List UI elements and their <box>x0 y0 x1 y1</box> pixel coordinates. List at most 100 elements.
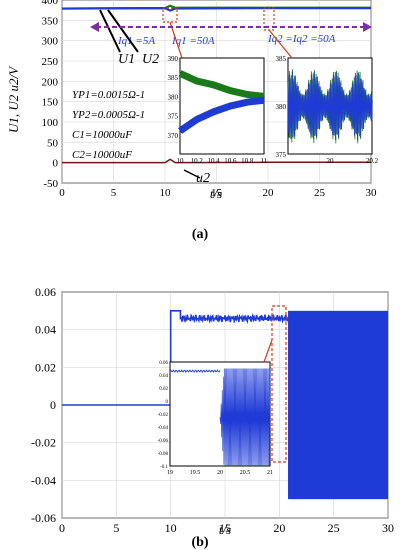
inset-1-x-tick-label: 10.2 <box>191 157 204 165</box>
panel-b-x-tick-label: 0 <box>59 521 65 535</box>
panel-a-x-label: t/s <box>210 186 222 201</box>
param-yp2: YP2=0.0005Ω-1 <box>72 109 145 121</box>
panel-a-y-tick-label: 150 <box>42 97 59 109</box>
inset-1-y-tick-label: 390 <box>168 55 179 63</box>
panel-b-y-tick-label: -0.04 <box>31 473 56 487</box>
inset-2-y-tick-label: 385 <box>276 55 287 63</box>
panel-b-inset-oscillation <box>219 368 271 467</box>
panel-a-caption: (a) <box>192 227 209 242</box>
panel-a-inset-2: 20 20.2 375 380 385 <box>276 55 379 165</box>
inset-1-series <box>178 70 265 134</box>
panel-b-inset-series <box>169 368 271 467</box>
inset-2-x-ticks: 20 20.2 <box>327 157 379 165</box>
panel-b-series <box>62 310 388 500</box>
inset-1-x-tick-label: 10.4 <box>207 157 220 165</box>
panel-b-y-ticks: -0.06 -0.04 -0.02 0 0.02 0.04 0.06 <box>31 285 56 525</box>
inset-1-x-tick-label: 10 <box>177 157 185 165</box>
panel-a-y-tick-label: 350 <box>42 15 59 27</box>
panel-a-series-u2 <box>61 7 371 12</box>
panel-a-y-tick-label: 250 <box>42 56 59 68</box>
zoom-arrow-2 <box>268 29 293 59</box>
panel-a-y-tick-label: 200 <box>42 76 59 88</box>
arrow-u1 <box>99 9 121 53</box>
panel-a-series-u2 <box>62 158 371 164</box>
panel-b-inset-x-tick-label: 19 <box>167 470 173 476</box>
panel-b-inset-y-tick-label: -0.08 <box>158 452 169 457</box>
panel-a-x-tick-label: 30 <box>366 187 378 199</box>
panel-b-inset-y-tick-label: -0.06 <box>158 439 169 444</box>
panel-b-x-tick-label: 30 <box>382 521 394 535</box>
inset-1-x-tick-label: 10.8 <box>241 157 254 165</box>
inset-2-series-u2 <box>287 71 373 141</box>
panel-b-y-tick-label: 0 <box>50 398 56 412</box>
label-u1: U1 <box>118 52 135 67</box>
panel-a-y-tick-label: 50 <box>47 137 59 149</box>
inset-1-x-tick-label: 10.6 <box>224 157 237 165</box>
annotation-iq1b: Iq1 =50A <box>171 35 215 47</box>
iq-arrow-left-head <box>90 22 99 32</box>
panel-b-x-ticks: 0 5 10 15 20 25 30 <box>59 521 394 535</box>
panel-b-inset-y-tick-label: -0.04 <box>158 426 169 431</box>
panel-b-inset-y-tick-label: 0.06 <box>159 361 168 366</box>
inset-1-x-tick-label: 11 <box>261 157 268 165</box>
panel-b-x-tick-label: 20 <box>273 521 285 535</box>
inset-2-y-tick-label: 380 <box>276 103 287 111</box>
panel-a-y-ticks: -50 0 50 100 150 200 250 300 350 400 <box>42 0 59 190</box>
panel-b: 0 5 10 15 20 25 30 -0.06-0.04-0.0200.020.040.0… <box>31 285 394 550</box>
panel-a-y-tick-label: 0 <box>53 158 59 170</box>
inset-2-series <box>287 69 373 144</box>
inset-1-x-ticks: 10 10.2 10.4 10.6 10.8 11 <box>177 157 268 165</box>
annotation-iq1: Iq1 =5A <box>117 35 155 47</box>
label-u2: U2 <box>142 52 159 67</box>
panel-b-inset-x-tick-label: 21 <box>267 470 273 476</box>
panel-a-y-label: U1, U2 u2/V <box>6 65 21 133</box>
panel-a: 0 5 10 15 20 25 30 -50050100150200250300350400… <box>6 0 379 242</box>
panel-b-y-tick-label: -0.06 <box>31 511 56 525</box>
panel-b-x-tick-label: 25 <box>328 521 340 535</box>
panel-b-inset-x-tick-label: 20 <box>217 470 223 476</box>
panel-a-x-tick-label: 20 <box>263 187 275 199</box>
inset-1-y-tick-label: 380 <box>168 93 179 101</box>
panel-b-inset-x-tick-label: 20.5 <box>240 470 251 476</box>
panel-a-y-tick-label: 300 <box>42 36 59 48</box>
panel-a-x-ticks: 0 5 10 15 20 25 30 <box>59 187 377 199</box>
panel-a-x-tick-label: 25 <box>314 187 326 199</box>
panel-b-inset-y-tick-label: -0.1 <box>160 465 168 470</box>
inset-1-series-u2 <box>178 96 265 134</box>
panel-b-inset-x-ticks: 19 19.5 20 20.5 21 <box>167 470 273 476</box>
arrow-u2-small <box>183 169 201 179</box>
panel-b-caption: (b) <box>191 535 208 550</box>
panel-a-y-tick-label: -50 <box>43 178 58 190</box>
panel-b-x-tick-label: 10 <box>165 521 177 535</box>
iq-arrow-right-head <box>363 22 372 32</box>
panel-b-zoom-marker <box>271 305 287 463</box>
annotation-iq2: Iq2 =Iq2 =50A <box>267 33 336 45</box>
arrow-u2 <box>107 9 139 53</box>
panel-b-inset-x-tick-label: 19.5 <box>190 470 201 476</box>
panel-b-inset-line <box>169 369 221 373</box>
panel-a-x-tick-label: 10 <box>160 187 172 199</box>
panel-b-series-line <box>62 310 289 406</box>
panel-b-inset-y-tick-label: 0.04 <box>159 374 168 379</box>
inset-2-x-tick-label: 20.2 <box>366 157 379 165</box>
panel-b-y-tick-label: 0.06 <box>35 285 56 299</box>
panel-a-x-tick-label: 15 <box>211 187 223 199</box>
panel-b-inset-y-ticks: 0.06 0.04 0.02 0 -0.02 -0.04 -0.06 -0.08 -0.1 <box>158 361 169 470</box>
zoom-marker-1 <box>162 7 178 23</box>
panel-b-zoom-arrow <box>263 339 273 363</box>
panel-b-x-label: t/s <box>219 522 231 537</box>
inset-1-y-tick-label: 375 <box>168 113 179 121</box>
panel-a-x-tick-label: 0 <box>59 187 65 199</box>
panel-b-inset: 19 19.5 20 20.5 21 0.06 0.04 0.02 0 -0.02 -0.04 -0… <box>158 361 273 476</box>
inset-1-y-ticks: 370 375 380 385 390 <box>168 55 179 140</box>
param-yp1: YP1=0.0015Ω-1 <box>72 89 145 101</box>
inset-2-y-ticks: 375 380 385 <box>276 55 287 159</box>
panel-a-x-tick-label: 5 <box>111 187 117 199</box>
panel-b-y-tick-label: 0.04 <box>35 323 56 337</box>
inset-1-y-tick-label: 370 <box>168 132 179 140</box>
inset-1-series-u1 <box>178 70 265 100</box>
panel-b-inset-y-tick-label: 0 <box>166 400 169 405</box>
panel-b-y-tick-label: 0.02 <box>35 360 56 374</box>
panel-a-inset-1: 10 10.2 10.4 10.6 10.8 11 370 375 380 385 390 <box>168 55 268 165</box>
